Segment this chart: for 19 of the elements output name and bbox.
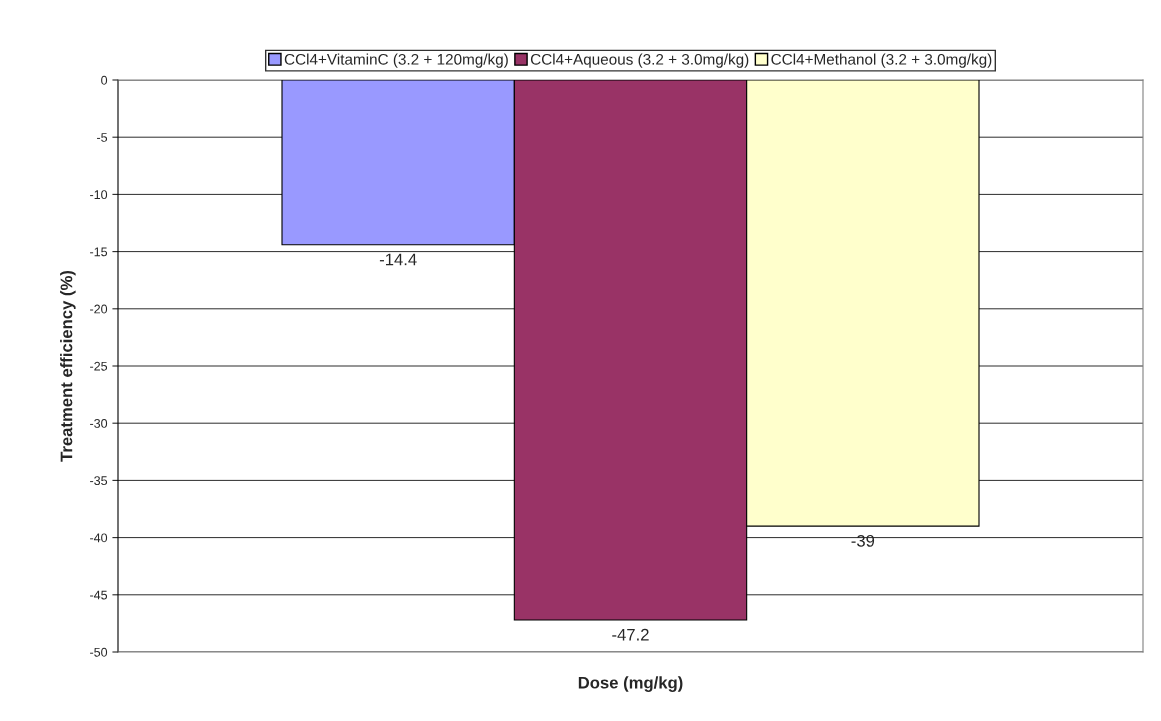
y-tick-label: -35 xyxy=(90,476,108,486)
y-tick-label: -45 xyxy=(90,590,108,600)
legend-label: CCl4+Methanol (3.2 + 3.0mg/kg) xyxy=(771,53,992,68)
legend-label: CCl4+Aqueous (3.2 + 3.0mg/kg) xyxy=(530,53,749,68)
data-label: -14.4 xyxy=(379,253,417,266)
y-tick-label: -10 xyxy=(90,190,108,200)
y-tick-label: -25 xyxy=(90,361,108,371)
x-axis-title: Dose (mg/kg) xyxy=(578,676,683,692)
y-tick-label: -50 xyxy=(90,647,108,657)
legend-label: CCl4+VitaminC (3.2 + 120mg/kg) xyxy=(284,53,508,68)
data-label: -39 xyxy=(851,534,875,547)
y-tick-label: -5 xyxy=(97,133,108,142)
y-tick-label: -20 xyxy=(90,304,108,314)
y-axis-title: Treatment efficiency (%) xyxy=(60,270,76,462)
y-tick-label: -30 xyxy=(90,419,108,428)
data-label: -47.2 xyxy=(612,628,649,641)
y-tick-label: -15 xyxy=(90,247,108,257)
y-tick-label: 0 xyxy=(101,75,108,85)
y-tick-label: -40 xyxy=(90,533,108,543)
